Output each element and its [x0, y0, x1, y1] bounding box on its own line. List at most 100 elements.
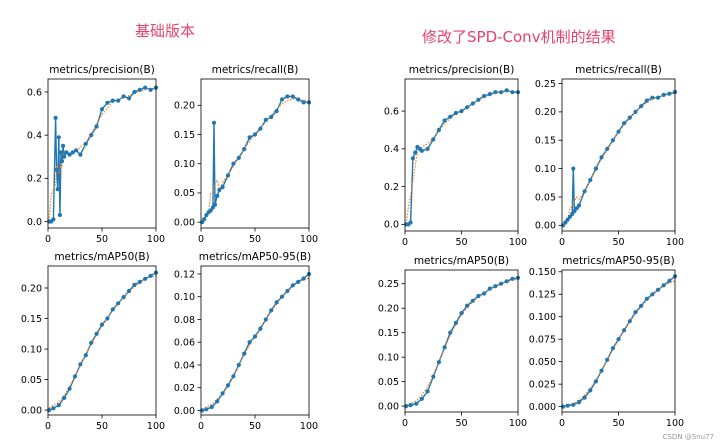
data-point — [296, 279, 301, 284]
x-tick-label: 50 — [612, 237, 624, 248]
data-point — [204, 407, 209, 412]
y-tick-label: 0.08 — [174, 315, 195, 326]
chart-2: metrics/mAP50(B) 0 50 100 0.00 0.05 0.10 0.15 0.… — [21, 251, 165, 432]
data-point — [419, 148, 424, 153]
data-point — [263, 117, 268, 122]
y-tick-label: 0.050 — [529, 357, 556, 368]
data-point — [89, 133, 94, 138]
y-tick-label: 0.05 — [378, 377, 399, 388]
y-tick-label: 0.125 — [529, 290, 556, 301]
plot-frame — [404, 78, 519, 232]
data-point — [639, 104, 644, 109]
x-tick-label: 100 — [509, 237, 527, 248]
data-point — [465, 105, 470, 110]
data-point — [215, 193, 220, 198]
data-point — [236, 155, 241, 160]
data-point — [252, 334, 258, 339]
smoothed-line — [562, 280, 676, 407]
y-tick-label: 0.6 — [27, 87, 42, 98]
data-point — [301, 276, 306, 281]
y-tick-label: 0.100 — [529, 312, 556, 323]
x-tick-label: 100 — [300, 421, 318, 432]
data-point — [211, 120, 217, 125]
data-point — [83, 141, 88, 146]
plot-frame — [561, 269, 676, 413]
x-tick-label: 100 — [509, 418, 527, 429]
data-point — [605, 146, 610, 151]
data-point — [209, 404, 214, 410]
smoothed-line — [405, 278, 519, 406]
y-tick-label: 0.25 — [378, 279, 399, 290]
data-point — [487, 92, 492, 97]
x-tick-label: 50 — [96, 421, 108, 432]
data-point — [290, 283, 295, 288]
series-line — [48, 272, 157, 411]
data-point — [482, 291, 487, 296]
data-point — [582, 189, 587, 194]
data-point — [212, 202, 218, 207]
data-point — [476, 97, 481, 102]
data-point — [633, 109, 638, 114]
data-point — [220, 391, 225, 396]
data-point — [627, 319, 632, 324]
x-tick-label: 0 — [402, 237, 408, 248]
data-point — [465, 303, 470, 308]
data-point — [410, 156, 415, 161]
chart-4: metrics/precision(B) 0 50 100 0.0 0.2 0.4 0.6 — [384, 64, 527, 248]
y-tick-label: 0.075 — [529, 335, 556, 346]
smoothed-line — [562, 93, 676, 224]
y-tick-label: 0.0 — [384, 220, 399, 231]
data-point — [571, 402, 576, 407]
data-point — [661, 283, 666, 288]
data-point — [217, 187, 222, 193]
data-point — [408, 403, 413, 408]
data-point — [55, 187, 60, 192]
y-tick-label: 0.06 — [174, 338, 195, 349]
data-point — [413, 150, 418, 155]
y-tick-label: 0.2 — [27, 174, 42, 185]
data-point — [470, 298, 475, 303]
data-point — [599, 368, 604, 373]
data-point — [593, 166, 599, 171]
data-point — [269, 114, 274, 120]
data-point — [274, 109, 279, 114]
chart-title: metrics/precision(B) — [409, 64, 515, 76]
data-point — [121, 94, 126, 99]
x-tick-label: 0 — [559, 418, 565, 429]
x-tick-label: 50 — [249, 421, 261, 432]
data-point — [296, 97, 301, 102]
data-point — [51, 406, 56, 411]
data-point — [476, 293, 481, 299]
x-tick-label: 100 — [147, 421, 165, 432]
data-point — [57, 212, 63, 218]
y-tick-label: 0.02 — [174, 383, 195, 394]
data-point — [644, 296, 649, 301]
data-point — [61, 143, 66, 148]
data-point — [208, 208, 213, 213]
data-point — [231, 374, 236, 379]
y-tick-label: 0.150 — [529, 267, 556, 278]
data-point — [436, 127, 441, 133]
data-point — [493, 284, 498, 289]
y-tick-label: 0.025 — [529, 379, 556, 390]
series-line — [201, 95, 309, 223]
data-point — [132, 282, 137, 287]
x-tick-label: 0 — [402, 418, 408, 429]
data-point — [116, 301, 121, 306]
data-point — [510, 276, 515, 281]
series-line — [405, 277, 519, 407]
x-tick-label: 0 — [45, 234, 51, 245]
data-point — [94, 331, 99, 336]
data-point — [53, 115, 58, 120]
y-tick-label: 0.20 — [378, 303, 399, 314]
y-tick-label: 0.05 — [174, 188, 195, 199]
data-point — [220, 185, 225, 190]
data-point — [279, 97, 285, 102]
data-point — [622, 328, 627, 333]
data-point — [210, 205, 215, 210]
plot-frame — [47, 78, 157, 229]
chart-title: metrics/recall(B) — [212, 64, 299, 76]
data-point — [137, 279, 142, 284]
x-tick-label: 100 — [666, 418, 684, 429]
